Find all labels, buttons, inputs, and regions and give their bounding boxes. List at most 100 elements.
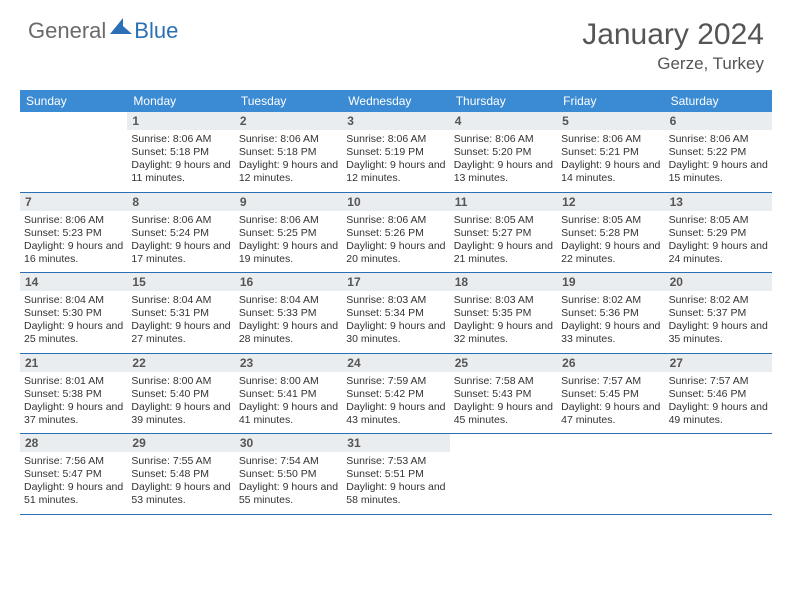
day-cell: 18Sunrise: 8:03 AMSunset: 5:35 PMDayligh…	[450, 273, 557, 353]
day-cell: .	[557, 434, 664, 514]
header: General Blue January 2024 Gerze, Turkey	[0, 0, 792, 82]
sunset-line: Sunset: 5:24 PM	[131, 227, 230, 240]
weekday-label: Tuesday	[235, 90, 342, 112]
daylight-line: Daylight: 9 hours and 16 minutes.	[24, 240, 123, 266]
day-number: 15	[127, 273, 234, 291]
sunset-line: Sunset: 5:20 PM	[454, 146, 553, 159]
weekday-label: Friday	[557, 90, 664, 112]
week-row: 14Sunrise: 8:04 AMSunset: 5:30 PMDayligh…	[20, 273, 772, 354]
day-number: 12	[557, 193, 664, 211]
day-cell: 16Sunrise: 8:04 AMSunset: 5:33 PMDayligh…	[235, 273, 342, 353]
day-cell: 8Sunrise: 8:06 AMSunset: 5:24 PMDaylight…	[127, 193, 234, 273]
weekday-label: Wednesday	[342, 90, 449, 112]
daylight-line: Daylight: 9 hours and 30 minutes.	[346, 320, 445, 346]
daylight-line: Daylight: 9 hours and 12 minutes.	[239, 159, 338, 185]
logo: General Blue	[28, 18, 178, 44]
sunset-line: Sunset: 5:43 PM	[454, 388, 553, 401]
day-number: 11	[450, 193, 557, 211]
sunrise-line: Sunrise: 8:04 AM	[131, 294, 230, 307]
sunrise-line: Sunrise: 8:00 AM	[131, 375, 230, 388]
sunrise-line: Sunrise: 8:06 AM	[561, 133, 660, 146]
sunset-line: Sunset: 5:28 PM	[561, 227, 660, 240]
weekday-header: SundayMondayTuesdayWednesdayThursdayFrid…	[20, 90, 772, 112]
sunrise-line: Sunrise: 8:04 AM	[239, 294, 338, 307]
day-number: 23	[235, 354, 342, 372]
day-number: 20	[665, 273, 772, 291]
sunset-line: Sunset: 5:47 PM	[24, 468, 123, 481]
day-cell: .	[450, 434, 557, 514]
day-cell: 6Sunrise: 8:06 AMSunset: 5:22 PMDaylight…	[665, 112, 772, 192]
sunrise-line: Sunrise: 7:55 AM	[131, 455, 230, 468]
day-cell: 23Sunrise: 8:00 AMSunset: 5:41 PMDayligh…	[235, 354, 342, 434]
day-number: 17	[342, 273, 449, 291]
sunrise-line: Sunrise: 7:57 AM	[669, 375, 768, 388]
sunset-line: Sunset: 5:40 PM	[131, 388, 230, 401]
day-cell: 11Sunrise: 8:05 AMSunset: 5:27 PMDayligh…	[450, 193, 557, 273]
sunrise-line: Sunrise: 8:02 AM	[669, 294, 768, 307]
day-number: 27	[665, 354, 772, 372]
title-block: January 2024 Gerze, Turkey	[582, 18, 764, 74]
day-cell: 4Sunrise: 8:06 AMSunset: 5:20 PMDaylight…	[450, 112, 557, 192]
day-number: 3	[342, 112, 449, 130]
day-number: 29	[127, 434, 234, 452]
day-cell: 25Sunrise: 7:58 AMSunset: 5:43 PMDayligh…	[450, 354, 557, 434]
sunrise-line: Sunrise: 8:05 AM	[561, 214, 660, 227]
day-cell: 21Sunrise: 8:01 AMSunset: 5:38 PMDayligh…	[20, 354, 127, 434]
sunrise-line: Sunrise: 8:06 AM	[239, 214, 338, 227]
sunrise-line: Sunrise: 8:06 AM	[131, 133, 230, 146]
daylight-line: Daylight: 9 hours and 22 minutes.	[561, 240, 660, 266]
day-cell: 20Sunrise: 8:02 AMSunset: 5:37 PMDayligh…	[665, 273, 772, 353]
location: Gerze, Turkey	[582, 54, 764, 74]
sunrise-line: Sunrise: 8:05 AM	[669, 214, 768, 227]
day-cell: 31Sunrise: 7:53 AMSunset: 5:51 PMDayligh…	[342, 434, 449, 514]
daylight-line: Daylight: 9 hours and 45 minutes.	[454, 401, 553, 427]
sunrise-line: Sunrise: 7:59 AM	[346, 375, 445, 388]
day-number: 10	[342, 193, 449, 211]
week-row: .1Sunrise: 8:06 AMSunset: 5:18 PMDayligh…	[20, 112, 772, 193]
sunset-line: Sunset: 5:33 PM	[239, 307, 338, 320]
sunset-line: Sunset: 5:27 PM	[454, 227, 553, 240]
day-cell: 28Sunrise: 7:56 AMSunset: 5:47 PMDayligh…	[20, 434, 127, 514]
sunrise-line: Sunrise: 8:06 AM	[131, 214, 230, 227]
weekday-label: Thursday	[450, 90, 557, 112]
weekday-label: Monday	[127, 90, 234, 112]
daylight-line: Daylight: 9 hours and 13 minutes.	[454, 159, 553, 185]
sunrise-line: Sunrise: 7:58 AM	[454, 375, 553, 388]
logo-text-blue: Blue	[134, 18, 178, 44]
day-cell: 1Sunrise: 8:06 AMSunset: 5:18 PMDaylight…	[127, 112, 234, 192]
sunrise-line: Sunrise: 8:06 AM	[346, 133, 445, 146]
day-number: 7	[20, 193, 127, 211]
sunrise-line: Sunrise: 8:06 AM	[24, 214, 123, 227]
sunset-line: Sunset: 5:48 PM	[131, 468, 230, 481]
day-number: 30	[235, 434, 342, 452]
day-number: 19	[557, 273, 664, 291]
daylight-line: Daylight: 9 hours and 33 minutes.	[561, 320, 660, 346]
sunrise-line: Sunrise: 8:06 AM	[346, 214, 445, 227]
day-cell: .	[665, 434, 772, 514]
day-number: 26	[557, 354, 664, 372]
sunrise-line: Sunrise: 7:53 AM	[346, 455, 445, 468]
sunset-line: Sunset: 5:35 PM	[454, 307, 553, 320]
month-title: January 2024	[582, 18, 764, 52]
sunset-line: Sunset: 5:26 PM	[346, 227, 445, 240]
week-row: 28Sunrise: 7:56 AMSunset: 5:47 PMDayligh…	[20, 434, 772, 515]
daylight-line: Daylight: 9 hours and 55 minutes.	[239, 481, 338, 507]
day-cell: 9Sunrise: 8:06 AMSunset: 5:25 PMDaylight…	[235, 193, 342, 273]
sunrise-line: Sunrise: 7:54 AM	[239, 455, 338, 468]
week-row: 21Sunrise: 8:01 AMSunset: 5:38 PMDayligh…	[20, 354, 772, 435]
daylight-line: Daylight: 9 hours and 15 minutes.	[669, 159, 768, 185]
sunrise-line: Sunrise: 8:05 AM	[454, 214, 553, 227]
week-row: 7Sunrise: 8:06 AMSunset: 5:23 PMDaylight…	[20, 193, 772, 274]
day-number: 8	[127, 193, 234, 211]
sunset-line: Sunset: 5:29 PM	[669, 227, 768, 240]
sunset-line: Sunset: 5:18 PM	[131, 146, 230, 159]
daylight-line: Daylight: 9 hours and 39 minutes.	[131, 401, 230, 427]
day-cell: 17Sunrise: 8:03 AMSunset: 5:34 PMDayligh…	[342, 273, 449, 353]
day-number: 16	[235, 273, 342, 291]
weekday-label: Saturday	[665, 90, 772, 112]
sunrise-line: Sunrise: 8:04 AM	[24, 294, 123, 307]
day-number: 5	[557, 112, 664, 130]
sunset-line: Sunset: 5:21 PM	[561, 146, 660, 159]
daylight-line: Daylight: 9 hours and 14 minutes.	[561, 159, 660, 185]
daylight-line: Daylight: 9 hours and 25 minutes.	[24, 320, 123, 346]
